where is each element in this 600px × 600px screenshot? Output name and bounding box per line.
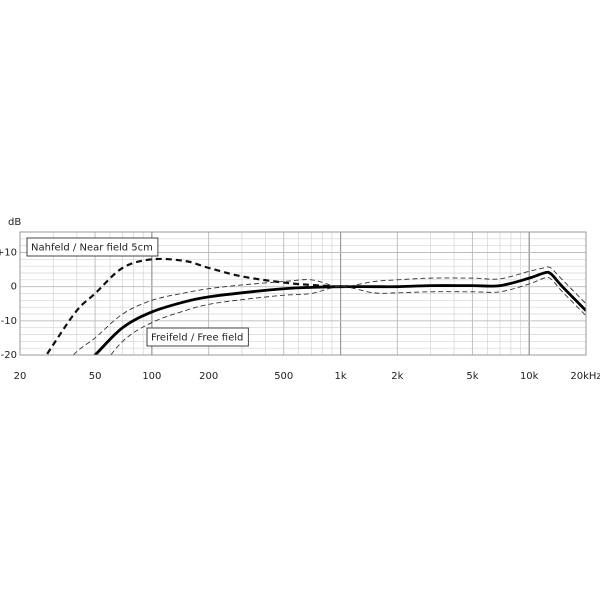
x-tick-label: 5k — [466, 371, 478, 382]
series-label: Nahfeld / Near field 5cm — [26, 237, 159, 257]
series-line — [110, 276, 586, 355]
plot-area — [45, 257, 586, 355]
series-label-box — [26, 237, 159, 257]
y-tick-label: -10 — [1, 316, 17, 327]
series-line — [93, 270, 586, 355]
series-label-text: Freifeld / Free field — [151, 333, 243, 344]
x-tick-label: 1k — [334, 371, 346, 382]
y-tick-label: -20 — [1, 350, 17, 361]
y-tick-label: +10 — [0, 248, 17, 259]
series-label: Freifeld / Free field — [146, 327, 249, 347]
x-tick-label: 2k — [391, 371, 403, 382]
series-label-text: Nahfeld / Near field 5cm — [31, 243, 153, 254]
series-label-box — [146, 327, 249, 347]
plot-frame — [19, 231, 587, 356]
x-tick-label: 20 — [14, 371, 27, 382]
x-tick-label: 50 — [89, 371, 102, 382]
series-line — [45, 257, 341, 355]
x-tick-label: 100 — [142, 371, 161, 382]
x-tick-label: 10k — [520, 371, 539, 382]
x-tick-label: 200 — [199, 371, 218, 382]
x-tick-label: 20kHz — [570, 371, 600, 382]
series-line — [72, 266, 586, 355]
y-tick-label: 0 — [11, 282, 17, 293]
x-tick-label: 500 — [274, 371, 293, 382]
y-axis-label: dB — [8, 217, 21, 228]
